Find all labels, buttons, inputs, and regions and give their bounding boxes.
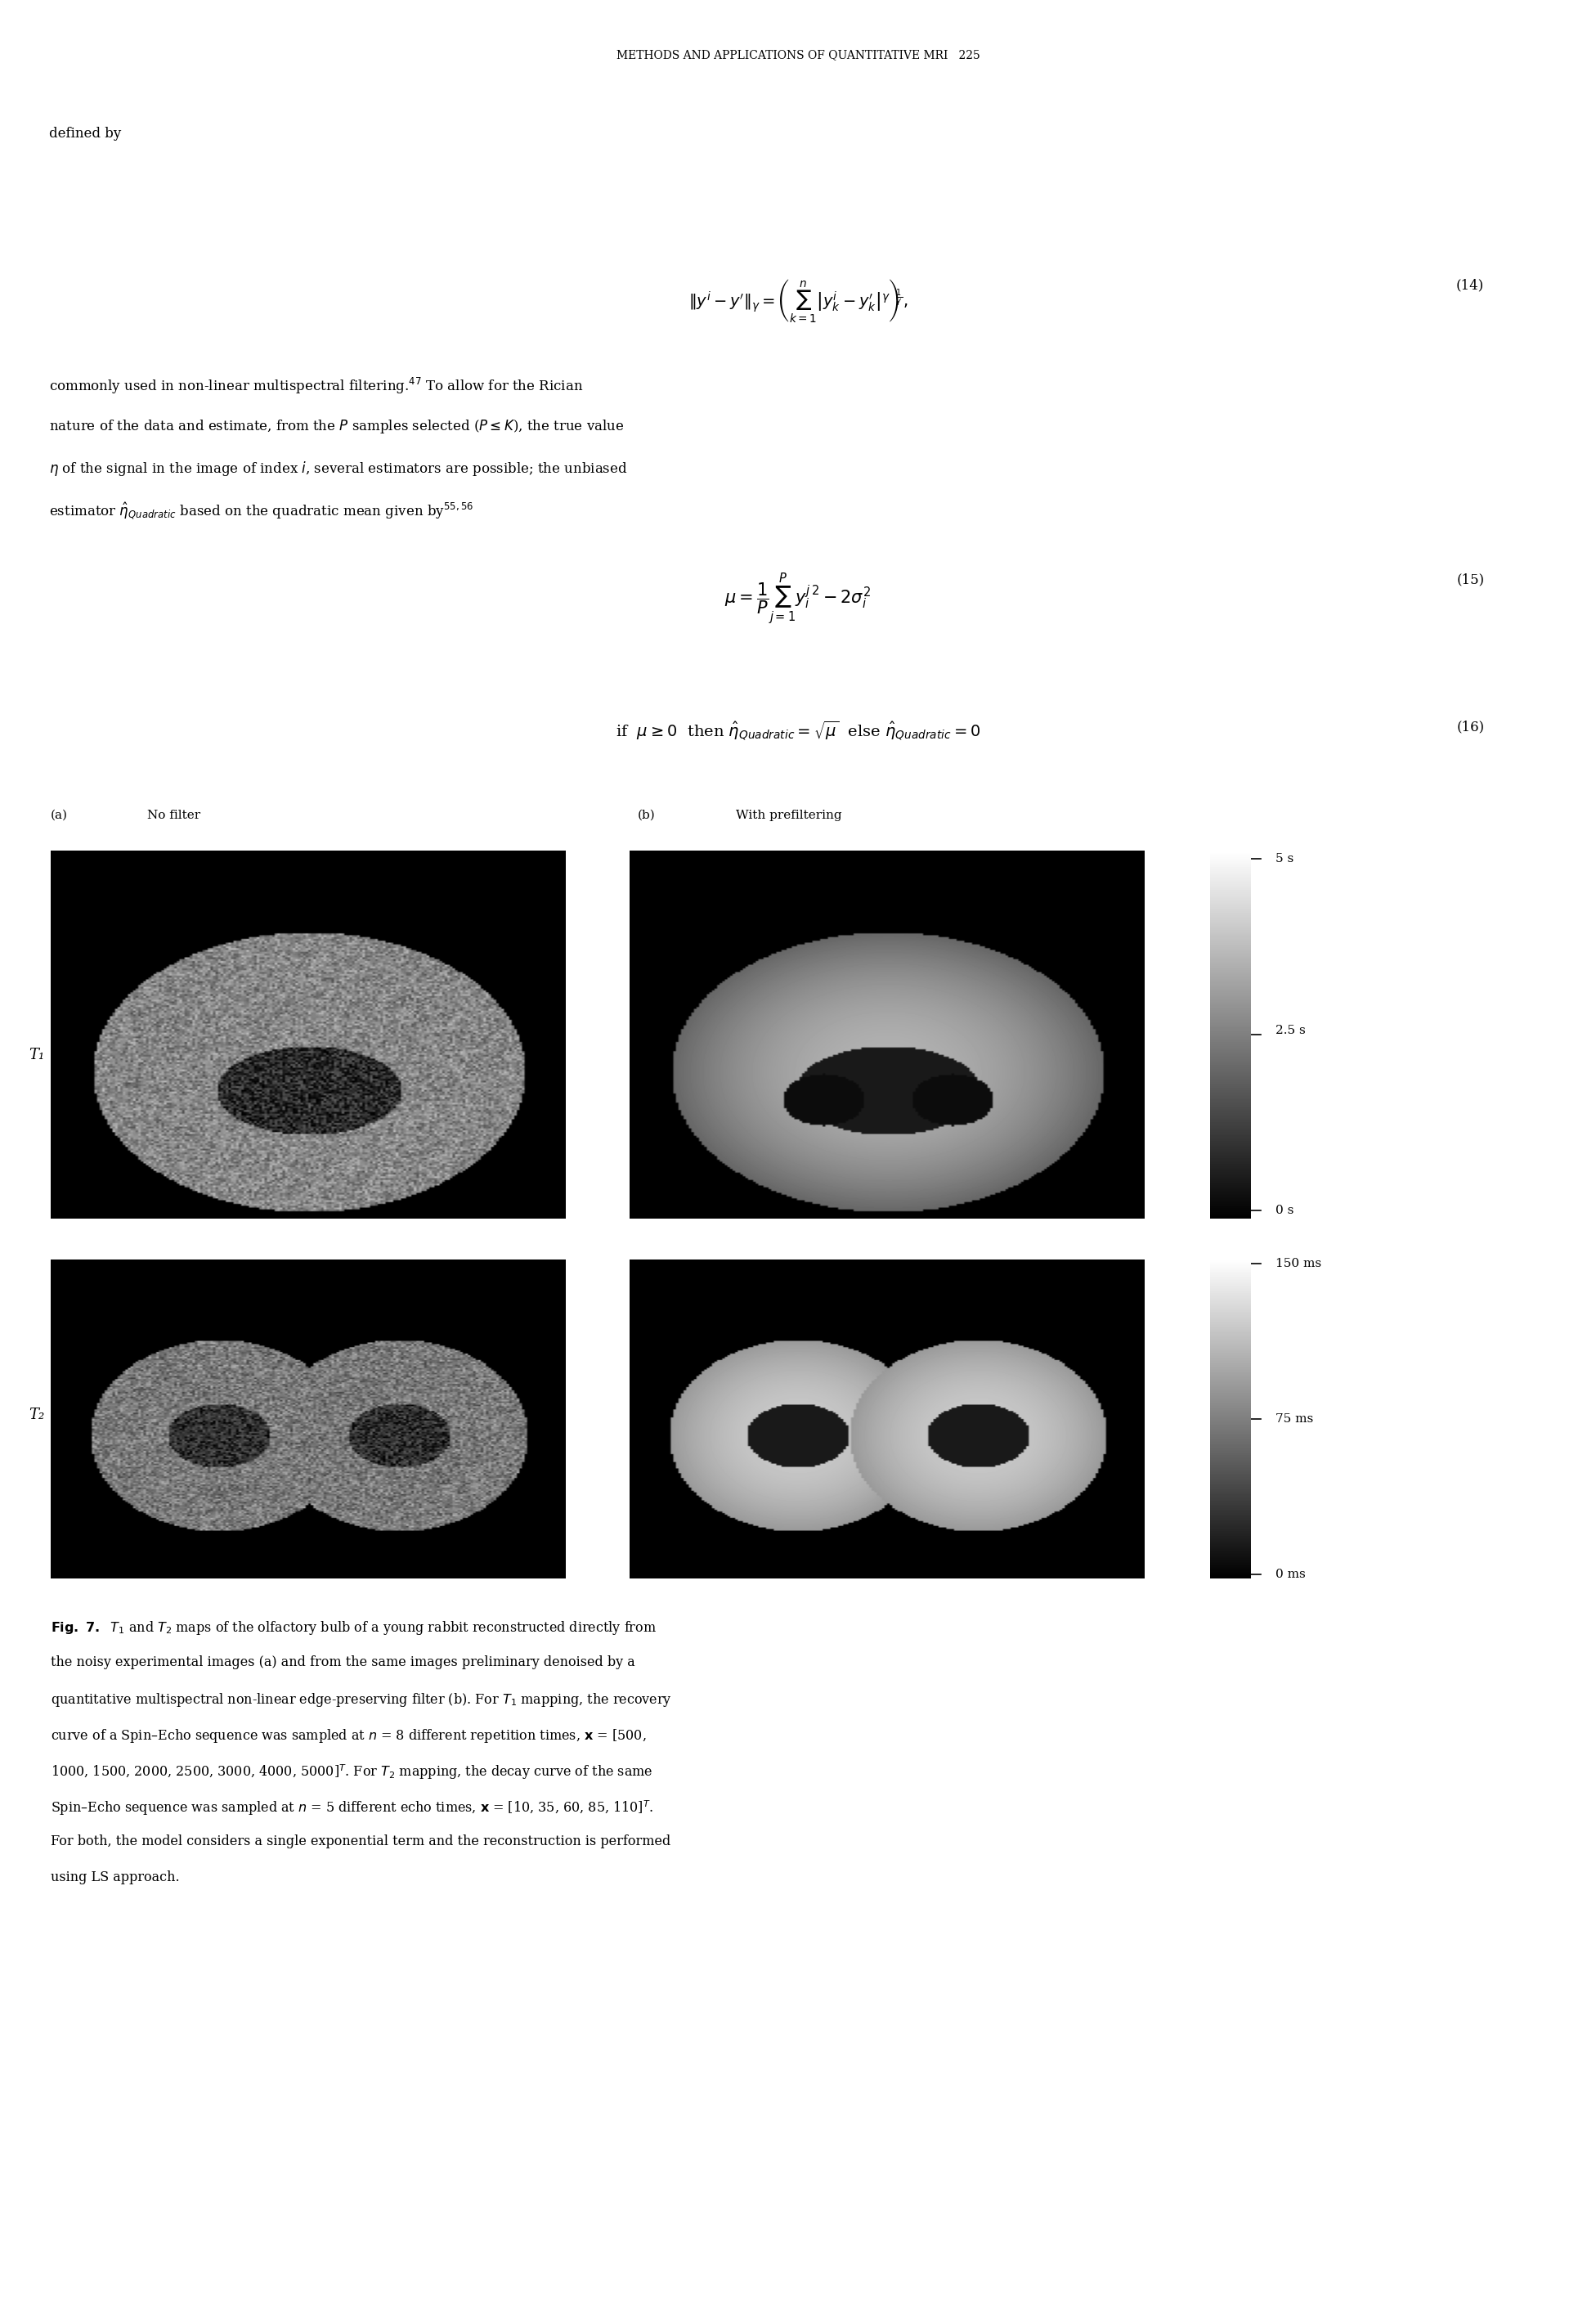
Text: quantitative multispectral non-linear edge-preserving filter (b). For $T_1$ mapp: quantitative multispectral non-linear ed… [51,1691,672,1708]
Text: (a): (a) [51,809,69,820]
Text: 0 s: 0 s [1275,1205,1294,1216]
Text: using LS approach.: using LS approach. [51,1870,180,1884]
Text: if $\ \mu{\geq}0\ $ then $\hat{\eta}_{Quadratic}=\sqrt{\mu}\ $ else $\hat{\eta}_: if $\ \mu{\geq}0\ $ then $\hat{\eta}_{Qu… [616,721,980,741]
Text: No filter: No filter [147,809,201,820]
Text: For both, the model considers a single exponential term and the reconstruction i: For both, the model considers a single e… [51,1835,670,1849]
Text: 1000, 1500, 2000, 2500, 3000, 4000, 5000]$^T$. For $T_2$ mapping, the decay curv: 1000, 1500, 2000, 2500, 3000, 4000, 5000… [51,1763,653,1782]
Text: 5 s: 5 s [1275,853,1294,864]
Text: the noisy experimental images (a) and from the same images preliminary denoised : the noisy experimental images (a) and fr… [51,1654,635,1668]
Text: commonly used in non-linear multispectral filtering.$^{47}$ To allow for the Ric: commonly used in non-linear multispectra… [49,375,583,396]
Text: (b): (b) [638,809,656,820]
Text: T₂: T₂ [29,1406,45,1423]
Text: $\mu=\dfrac{1}{P}\sum_{j=1}^{P}y_{i}^{j\,2}-2\sigma_{i}^{2}$: $\mu=\dfrac{1}{P}\sum_{j=1}^{P}y_{i}^{j\… [725,572,871,626]
Text: 150 ms: 150 ms [1275,1258,1321,1270]
Text: T₁: T₁ [29,1047,45,1064]
Text: (14): (14) [1456,278,1484,292]
Text: $\eta$ of the signal in the image of index $i$, several estimators are possible;: $\eta$ of the signal in the image of ind… [49,459,627,477]
Text: $\|y^{i}-y^{\prime}\|_{\gamma}=\left(\sum_{k=1}^{n}\left|y_{k}^{i}-y_{k}^{\prime: $\|y^{i}-y^{\prime}\|_{\gamma}=\left(\su… [688,278,908,324]
Text: defined by: defined by [49,127,121,141]
Text: nature of the data and estimate, from the $P$ samples selected ($P\leq K$), the : nature of the data and estimate, from th… [49,417,624,436]
Text: With prefiltering: With prefiltering [736,809,841,820]
Text: Spin–Echo sequence was sampled at $n$ = 5 different echo times, $\mathbf{x}$ = [: Spin–Echo sequence was sampled at $n$ = … [51,1798,653,1817]
Text: curve of a Spin–Echo sequence was sampled at $n$ = 8 different repetition times,: curve of a Spin–Echo sequence was sample… [51,1726,646,1745]
Text: 75 ms: 75 ms [1275,1413,1314,1425]
Text: 0 ms: 0 ms [1275,1569,1306,1580]
Text: estimator $\hat{\eta}_{Quadratic}$ based on the quadratic mean given by$^{55,56}: estimator $\hat{\eta}_{Quadratic}$ based… [49,500,474,521]
Text: (15): (15) [1457,572,1484,586]
Text: $\mathbf{Fig.\ 7.}$  $T_1$ and $T_2$ maps of the olfactory bulb of a young rabbi: $\mathbf{Fig.\ 7.}$ $T_1$ and $T_2$ maps… [51,1620,656,1636]
Text: (16): (16) [1457,721,1484,734]
Text: METHODS AND APPLICATIONS OF QUANTITATIVE MRI   225: METHODS AND APPLICATIONS OF QUANTITATIVE… [616,49,980,60]
Text: 2.5 s: 2.5 s [1275,1024,1306,1036]
